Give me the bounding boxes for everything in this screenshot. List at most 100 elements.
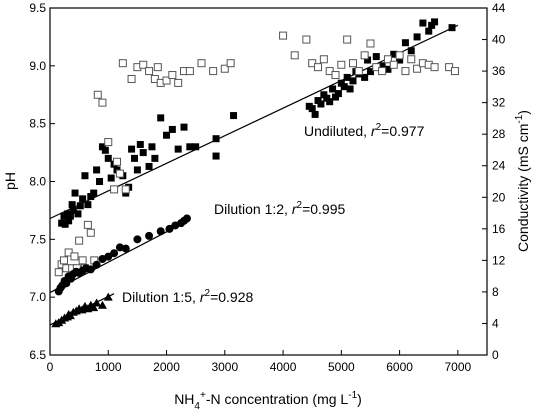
series-1-point-48 — [348, 59, 357, 68]
y-right-tick-label-9: 36 — [492, 64, 506, 78]
x-tick-label-4: 4000 — [270, 360, 297, 374]
series-0-point-48 — [311, 110, 319, 118]
y-right-tick-label-3: 12 — [492, 253, 506, 267]
series-0-point-35 — [151, 154, 159, 162]
y-left-tick-label-1: 7.0 — [29, 290, 46, 304]
series-1-point-6 — [70, 252, 79, 261]
y-left-tick-label-4: 8.5 — [29, 117, 46, 131]
series-1-point-33 — [185, 67, 194, 76]
series-0-point-79 — [448, 24, 456, 32]
series-0-point-36 — [157, 114, 165, 122]
annotation-undiluted: Undiluted, r2=0.977 — [304, 122, 425, 139]
series-1-point-58 — [407, 55, 416, 64]
series-0-point-9 — [74, 210, 82, 218]
series-0-point-31 — [136, 140, 144, 148]
series-1-point-11 — [83, 220, 92, 229]
series-0-point-17 — [96, 178, 104, 185]
series-0-point-15 — [90, 189, 98, 197]
series-0-point-59 — [343, 73, 351, 81]
series-0-point-4 — [65, 217, 73, 225]
x-tick-label-7: 7000 — [445, 360, 472, 374]
series-0-point-64 — [361, 73, 369, 81]
data-points — [51, 18, 459, 328]
y-left-axis-title: pH — [2, 172, 18, 190]
x-tick-label-1: 1000 — [95, 360, 122, 374]
series-0-point-40 — [180, 123, 188, 131]
series-1-point-16 — [104, 138, 113, 147]
series-0-point-43 — [212, 152, 220, 160]
series-0-point-16 — [93, 166, 101, 174]
y-right-tick-label-11: 44 — [492, 1, 506, 15]
series-0-point-68 — [378, 62, 386, 70]
series-2-point-16 — [110, 249, 119, 258]
series-1-point-20 — [118, 59, 127, 68]
series-1-point-15 — [98, 98, 107, 107]
y-left-tick-label-6: 9.5 — [29, 1, 46, 15]
y-right-tick-label-6: 24 — [492, 159, 506, 173]
series-1-point-29 — [162, 76, 171, 85]
series-0-point-28 — [128, 145, 136, 153]
series-1-point-55 — [389, 60, 398, 69]
series-1-point-35 — [209, 67, 218, 76]
y-right-tick-label-1: 4 — [492, 316, 499, 330]
series-0-point-45 — [230, 112, 238, 120]
x-tick-label-6: 6000 — [386, 360, 413, 374]
series-0-point-78 — [431, 18, 439, 26]
annotation-dilution-1-5: Dilution 1:5, r2=0.928 — [122, 288, 253, 305]
series-0-point-13 — [84, 201, 92, 209]
y-right-tick-label-5: 20 — [492, 190, 506, 204]
series-1-point-27 — [153, 63, 162, 72]
y-left-tick-label-3: 8.0 — [29, 175, 46, 189]
series-0-point-34 — [148, 143, 156, 151]
series-0-point-71 — [396, 56, 404, 64]
series-1-point-49 — [354, 67, 363, 76]
y-right-axis-title: Conductivity (mS cm-1) — [514, 110, 531, 252]
series-0-point-37 — [163, 131, 171, 139]
series-0-point-53 — [326, 98, 334, 106]
series-2-point-26 — [182, 214, 191, 223]
series-0-point-67 — [372, 53, 380, 61]
x-tick-label-3: 3000 — [211, 360, 238, 374]
series-2-point-21 — [156, 227, 165, 236]
series-1-point-56 — [395, 51, 404, 60]
y-right-tick-label-0: 0 — [492, 348, 499, 362]
series-1-point-57 — [401, 67, 410, 76]
series-0-point-5 — [66, 212, 74, 220]
series-1-point-59 — [413, 64, 422, 73]
series-3-point-14 — [89, 303, 99, 312]
series-1-point-50 — [360, 51, 369, 60]
series-1-point-21 — [121, 185, 130, 194]
series-0-point-65 — [364, 56, 372, 64]
series-1-point-45 — [331, 71, 340, 80]
series-1-point-62 — [430, 63, 439, 72]
series-0-point-44 — [212, 135, 220, 143]
series-0-point-7 — [69, 206, 77, 214]
series-0-point-11 — [79, 195, 87, 203]
series-1-point-36 — [220, 64, 229, 73]
series-0-point-76 — [425, 27, 433, 35]
y-left-tick-label-2: 7.5 — [29, 232, 46, 246]
series-0-point-8 — [71, 189, 79, 197]
series-0-point-60 — [346, 85, 354, 93]
series-0-point-21 — [107, 174, 115, 182]
series-0-point-74 — [413, 33, 421, 41]
series-0-point-50 — [317, 100, 325, 108]
series-1-point-64 — [450, 67, 459, 76]
series-1-point-31 — [174, 78, 183, 87]
series-0-point-41 — [186, 143, 194, 151]
y-right-tick-label-7: 28 — [492, 127, 506, 141]
series-1-point-22 — [127, 74, 136, 83]
series-1-point-46 — [337, 60, 346, 69]
series-1-point-9 — [78, 256, 87, 265]
series-0-point-30 — [133, 166, 141, 174]
y-left-tick-label-5: 9.0 — [29, 59, 46, 73]
series-1-point-12 — [86, 228, 95, 237]
series-1-point-54 — [383, 55, 392, 64]
x-tick-label-5: 5000 — [328, 360, 355, 374]
x-axis-title: NH4+-N concentration (mg L-1) — [174, 390, 362, 412]
series-2-point-22 — [165, 224, 174, 233]
series-1-point-14 — [93, 90, 102, 99]
series-0-point-10 — [76, 202, 84, 210]
series-1-point-51 — [366, 39, 375, 48]
